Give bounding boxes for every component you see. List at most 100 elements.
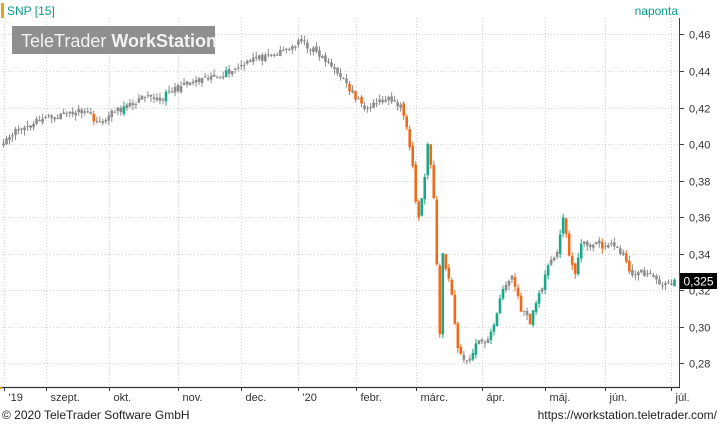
candle-body — [555, 252, 559, 257]
candle-body — [631, 269, 634, 276]
candle — [408, 125, 412, 151]
candle-body — [634, 274, 637, 276]
candle — [432, 160, 436, 200]
symbol-accent-bar — [1, 3, 4, 18]
candle — [41, 113, 44, 125]
candle — [588, 242, 592, 251]
candle — [561, 213, 565, 237]
candle-body — [480, 339, 484, 342]
y-tick-label: 0,28 — [689, 359, 710, 371]
candle — [125, 102, 129, 112]
candle-body — [369, 106, 372, 108]
candle-body — [540, 288, 544, 293]
candle — [182, 77, 186, 86]
candle — [429, 144, 433, 169]
candle — [600, 238, 604, 254]
candle — [107, 111, 111, 126]
candle — [468, 354, 472, 363]
candle-body — [351, 90, 354, 93]
candle-body — [197, 78, 201, 82]
candle-body — [20, 128, 23, 130]
candle — [655, 273, 658, 284]
candle — [50, 113, 53, 124]
candle — [333, 63, 336, 75]
candle — [495, 312, 499, 327]
candle-body — [282, 49, 285, 51]
candle-body — [155, 97, 159, 100]
candle-body — [312, 47, 315, 52]
candle — [345, 74, 348, 88]
candle-body — [597, 240, 601, 244]
candle — [570, 252, 574, 271]
candle-body — [393, 100, 396, 102]
candle — [540, 287, 544, 295]
candle — [306, 39, 309, 54]
candle — [501, 285, 505, 301]
y-tick-label: 0,36 — [689, 213, 710, 225]
candle — [646, 269, 649, 278]
candle — [658, 275, 661, 285]
candle — [113, 110, 117, 113]
candle-body — [486, 339, 490, 343]
candle-body — [74, 112, 78, 116]
candle — [471, 348, 475, 362]
candle-body — [236, 67, 240, 69]
candle-body — [167, 90, 171, 92]
candle — [80, 107, 84, 119]
candle-body — [245, 61, 249, 64]
candle-body — [288, 49, 291, 51]
candle — [498, 294, 502, 315]
candle — [483, 339, 487, 349]
candle — [378, 94, 381, 105]
candle-body — [465, 360, 469, 362]
candle — [282, 46, 285, 52]
candle — [360, 95, 363, 108]
candle — [507, 279, 511, 290]
candle-body — [411, 145, 415, 166]
candle — [215, 75, 219, 79]
candle — [5, 135, 8, 146]
candle-body — [658, 279, 661, 285]
x-axis[interactable]: '19 szept. okt. nov. dec. '20 febr. márc. ápr. má… — [4, 387, 690, 404]
candle-body — [242, 65, 246, 67]
candle-body — [221, 76, 225, 78]
candle — [522, 310, 526, 316]
candle-body — [146, 95, 150, 97]
candle — [276, 52, 279, 56]
candle-body — [345, 78, 348, 84]
candle — [336, 67, 339, 76]
candle — [98, 116, 102, 123]
candle — [510, 275, 514, 284]
y-tick-label: 0,44 — [689, 67, 710, 79]
candle-body — [468, 358, 472, 361]
candle — [579, 239, 583, 263]
x-tick-label: máj. — [550, 392, 571, 404]
candle-body — [661, 285, 664, 287]
candle — [315, 42, 318, 54]
candle — [143, 96, 147, 103]
candle — [634, 270, 637, 280]
symbol-label[interactable]: SNP [15] — [7, 4, 55, 18]
candle-body — [534, 303, 538, 312]
y-tick-label: 0,46 — [689, 30, 710, 42]
candle — [330, 58, 333, 69]
candle-body — [32, 123, 35, 128]
candle-body — [95, 120, 99, 122]
candle — [56, 114, 59, 120]
candle-body — [357, 98, 360, 100]
candle — [29, 125, 32, 131]
candle-body — [294, 46, 297, 48]
candle — [285, 47, 288, 54]
candle-body — [230, 71, 234, 75]
candle-body — [396, 102, 399, 107]
candle — [546, 263, 550, 280]
candle-body — [2, 143, 5, 146]
candle — [20, 127, 23, 135]
source-url[interactable]: https://workstation.teletrader.com/ — [537, 408, 717, 422]
candle-body — [203, 76, 207, 78]
candle — [318, 46, 321, 61]
period-label[interactable]: naponta — [635, 4, 679, 18]
candle — [212, 69, 216, 77]
candle — [573, 262, 577, 279]
candle — [251, 52, 255, 66]
